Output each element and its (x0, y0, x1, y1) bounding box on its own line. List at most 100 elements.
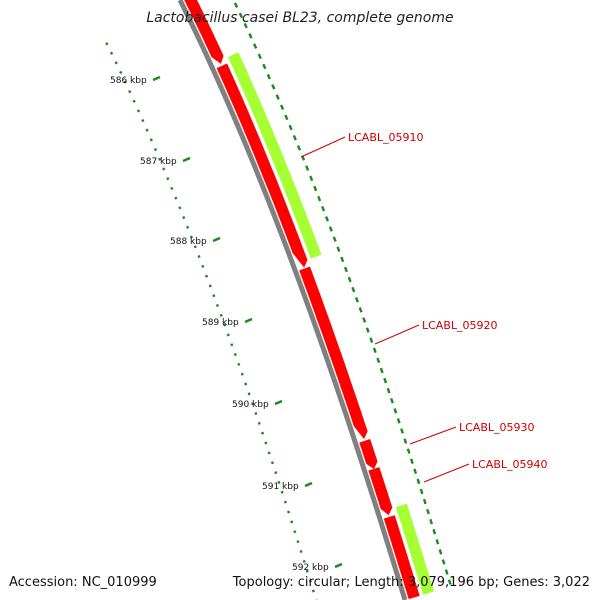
outer-tick (328, 226, 333, 232)
outer-tick (438, 549, 443, 555)
reverse-gene (227, 52, 322, 259)
major-tick (334, 562, 343, 569)
forward-genes (184, 0, 420, 600)
minor-tick (189, 235, 193, 239)
outer-tick (351, 286, 356, 293)
minor-tick (197, 255, 201, 259)
outer-tick (262, 63, 267, 70)
accession-value: NC_010999 (81, 575, 157, 590)
kbp-label: 592 kbp (292, 563, 329, 573)
outer-tick (324, 216, 330, 222)
callout-line (409, 426, 457, 445)
minor-tick (261, 431, 265, 435)
outer-tick (292, 134, 297, 141)
genes-value: 3,022 (552, 575, 590, 590)
minor-tick (145, 128, 149, 132)
minor-tick (219, 313, 223, 317)
outer-tick (305, 165, 310, 171)
outer-tick (336, 246, 341, 252)
minor-tick (149, 138, 153, 142)
outer-tick (435, 539, 440, 545)
outer-tick (317, 195, 322, 202)
accession-info: Accession: NC_010999 (9, 575, 157, 590)
outer-tick (403, 438, 408, 444)
outer-tick (238, 12, 244, 19)
minor-tick (132, 99, 136, 103)
minor-tick (296, 540, 300, 544)
outer-tick (279, 104, 285, 110)
minor-tick (283, 500, 287, 504)
outer-tick (313, 185, 318, 192)
major-tick (182, 156, 191, 163)
callout-line (374, 324, 420, 345)
outer-tick (376, 357, 381, 364)
outer-tick (248, 33, 253, 39)
major-tick (212, 236, 221, 243)
outer-tick (416, 478, 421, 485)
major-tick (152, 75, 161, 82)
minor-tick (223, 323, 227, 327)
minor-tick (166, 177, 170, 181)
minor-tick (119, 70, 123, 75)
minor-tick (162, 167, 166, 171)
major-tick (304, 481, 313, 488)
minor-tick (274, 471, 278, 475)
outer-tick (266, 73, 271, 80)
outer-tick (400, 428, 404, 434)
outer-tick (369, 337, 374, 343)
callout-line (300, 136, 346, 158)
minor-tick (230, 343, 234, 347)
gene-label[interactable]: LCABL_05940 (472, 458, 548, 471)
outer-tick (379, 367, 384, 374)
topology-label: Topology: (232, 575, 294, 590)
kbp-label: 589 kbp (202, 318, 239, 328)
outer-tick (332, 236, 337, 242)
forward-gene (359, 438, 378, 470)
gene-label[interactable]: LCABL_05920 (422, 319, 498, 332)
outer-tick (383, 377, 388, 384)
minor-tick (287, 510, 291, 514)
gene-label[interactable]: LCABL_05930 (459, 421, 535, 434)
minor-tick (109, 51, 114, 55)
outer-tick (396, 418, 401, 424)
gene-label[interactable]: LCABL_05910 (348, 131, 424, 144)
forward-gene (299, 266, 368, 440)
outer-tick (253, 43, 258, 49)
minor-tick (233, 353, 237, 357)
outer-tick (288, 124, 293, 131)
reverse-genes (227, 52, 435, 595)
outer-tick (406, 448, 411, 454)
forward-gene (368, 467, 393, 516)
minor-tick (212, 294, 216, 298)
outer-tick (284, 114, 289, 121)
minor-tick (308, 579, 312, 583)
gene-callouts: LCABL_05910 LCABL_05920 LCABL_05930 LCABL_0… (300, 131, 548, 483)
topology-value: circular (297, 575, 346, 590)
minor-tick (114, 61, 118, 65)
minor-tick (153, 147, 158, 152)
minor-tick (215, 303, 220, 308)
length-label: Length: (354, 575, 404, 590)
kbp-label: 590 kbp (232, 400, 269, 410)
kbp-labels: 586 kbp 587 kbp 588 kbp 589 kbp 590 kbp 591 k… (110, 75, 343, 573)
minor-tick (186, 225, 190, 229)
minor-tick (123, 80, 127, 84)
minor-tick (182, 216, 186, 220)
outer-tick (413, 468, 418, 475)
accession-label: Accession: (9, 575, 78, 590)
minor-tick (240, 372, 244, 376)
outer-tick (444, 569, 449, 575)
minor-tick (174, 196, 178, 200)
outer-tick (365, 327, 370, 333)
minor-tick (270, 461, 274, 465)
minor-tick (290, 520, 294, 524)
major-tick (244, 317, 253, 324)
minor-tick (105, 42, 109, 46)
outer-tick (432, 528, 437, 535)
outer-tick (447, 579, 452, 585)
outer-tick (243, 22, 248, 29)
outer-tick (340, 256, 345, 263)
forward-gene (184, 0, 224, 64)
outer-tick (422, 498, 427, 505)
outer-tick (419, 488, 424, 495)
